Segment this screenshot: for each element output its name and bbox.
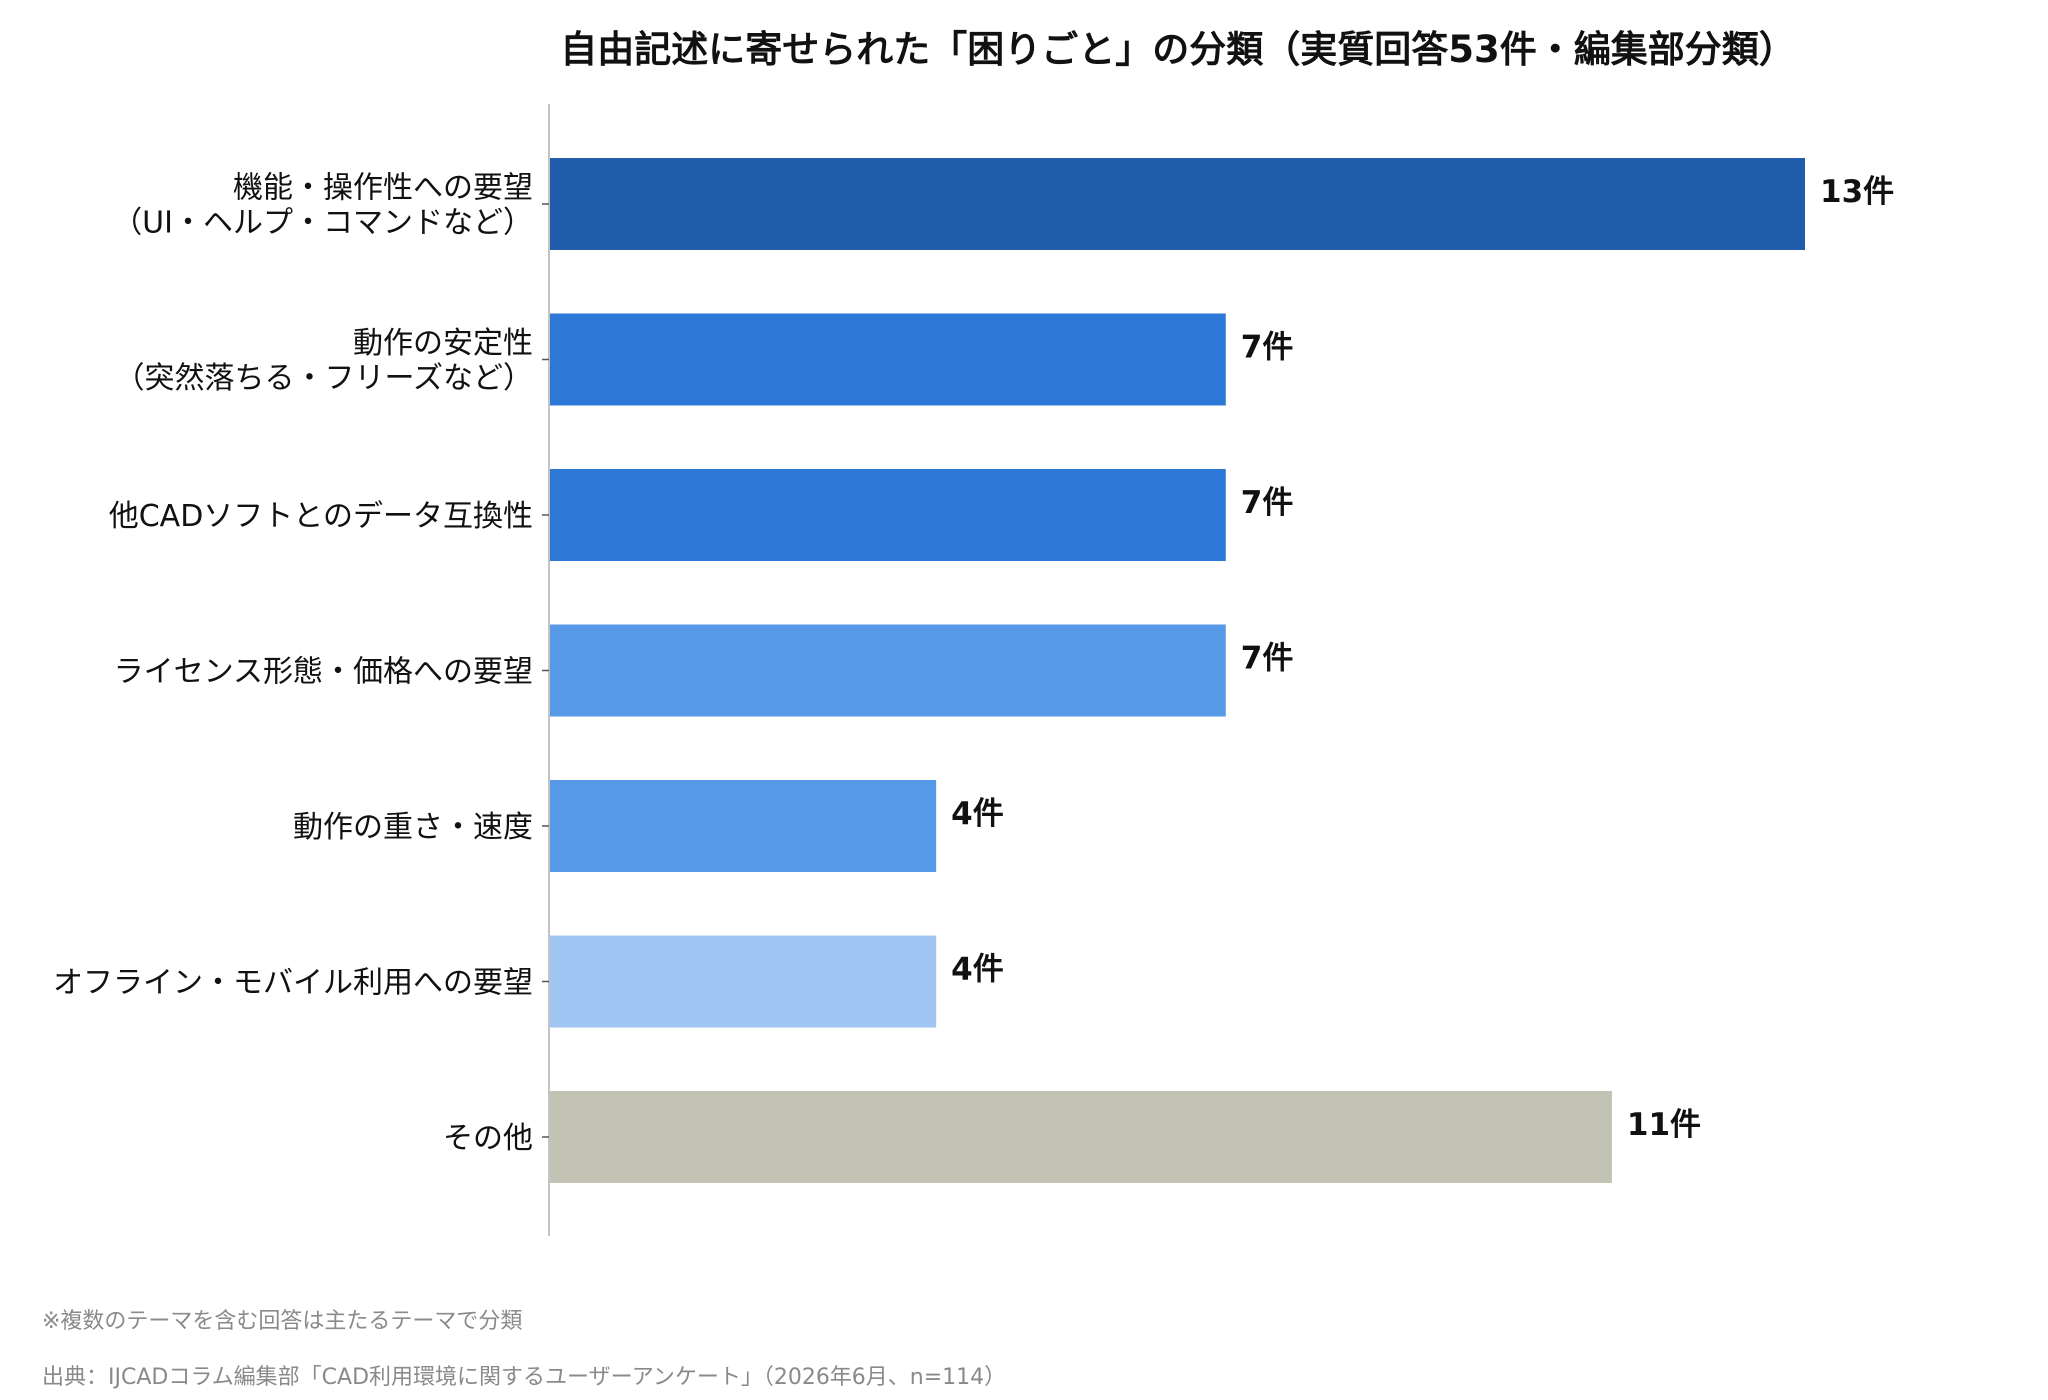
bar-2 bbox=[550, 313, 1226, 406]
value-label-6: 4件 bbox=[951, 952, 1004, 988]
bar-5 bbox=[550, 780, 937, 872]
category-label-2-line-1: 動作の安定性 bbox=[353, 326, 533, 361]
footnote-source: 出典：IJCADコラム編集部「CAD利用環境に関するユーザーアンケート」（202… bbox=[42, 1365, 1007, 1390]
category-label-1-line-1: 機能・操作性への要望 bbox=[233, 171, 533, 206]
category-label-3: 他CADソフトとのデータ互換性 bbox=[109, 499, 533, 534]
value-label-2: 7件 bbox=[1241, 330, 1294, 366]
value-label-3: 7件 bbox=[1241, 485, 1294, 521]
bar-4 bbox=[550, 624, 1226, 717]
value-label-1: 13件 bbox=[1820, 174, 1894, 210]
category-label-6: オフライン・モバイル利用への要望 bbox=[53, 966, 533, 1001]
footnote-note: ※複数のテーマを含む回答は主たるテーマで分類 bbox=[42, 1309, 523, 1334]
bar-7 bbox=[550, 1091, 1612, 1183]
bars-layer: 機能・操作性への要望（UI・ヘルプ・コマンドなど） 13件動作の安定性（突然落ちる… bbox=[53, 158, 1894, 1183]
bar-3 bbox=[550, 469, 1226, 561]
bar-6 bbox=[550, 935, 937, 1028]
chart-title: 自由記述に寄せられた「困りごと」の分類（実質回答53件・編集部分類） bbox=[560, 28, 1796, 71]
category-label-7: その他 bbox=[443, 1121, 533, 1156]
category-label-1-line-2: （UI・ヘルプ・コマンドなど） bbox=[112, 206, 533, 241]
bar-1 bbox=[550, 158, 1805, 250]
category-label-2-line-2: （突然落ちる・フリーズなど） bbox=[115, 361, 534, 396]
category-label-4: ライセンス形態・価格への要望 bbox=[114, 655, 533, 690]
value-label-5: 4件 bbox=[951, 796, 1004, 832]
value-label-7: 11件 bbox=[1627, 1107, 1701, 1143]
value-label-4: 7件 bbox=[1241, 641, 1294, 677]
category-label-5: 動作の重さ・速度 bbox=[293, 810, 533, 845]
